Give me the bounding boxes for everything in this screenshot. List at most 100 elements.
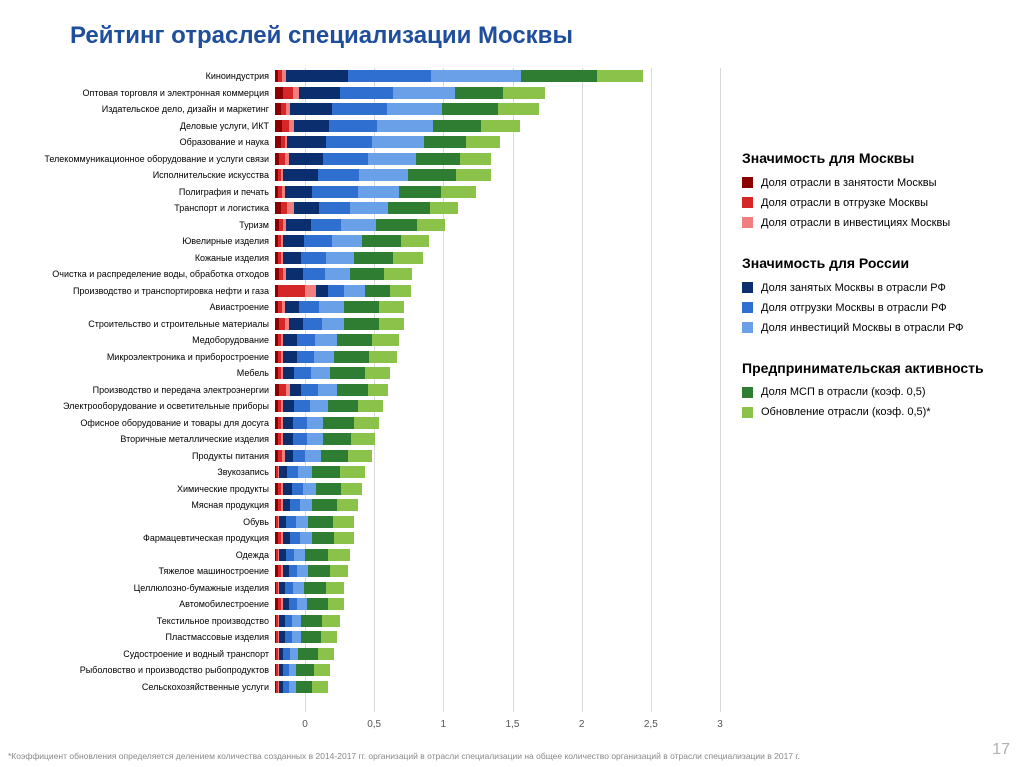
bar-segment bbox=[312, 466, 340, 478]
bar-segment bbox=[294, 400, 309, 412]
page-title: Рейтинг отраслей специализации Москвы bbox=[70, 22, 573, 50]
bar-segment bbox=[293, 417, 307, 429]
bar-segment bbox=[328, 549, 350, 561]
bar-segment bbox=[321, 450, 349, 462]
bar-segment bbox=[328, 400, 358, 412]
bar-segment bbox=[498, 103, 540, 115]
bar-segment bbox=[308, 516, 333, 528]
bar-segment bbox=[283, 351, 297, 363]
row-label: Пластмассовые изделия bbox=[30, 632, 275, 642]
legend-group-title: Предпринимательская активность bbox=[742, 360, 1014, 377]
bar-segment bbox=[275, 120, 282, 132]
chart-row: Исполнительские искусства bbox=[30, 167, 690, 184]
bar-segment bbox=[337, 384, 367, 396]
bar-segment bbox=[354, 417, 379, 429]
bar-segment bbox=[282, 120, 289, 132]
bar-segment bbox=[323, 153, 367, 165]
bar-segment bbox=[390, 285, 411, 297]
bar-segment bbox=[308, 565, 330, 577]
bar-segment bbox=[365, 285, 390, 297]
bar-segment bbox=[319, 301, 344, 313]
x-gridline bbox=[720, 68, 721, 712]
bar-segment bbox=[333, 516, 354, 528]
legend-item: Доля отгрузки Москвы в отрасли РФ bbox=[742, 302, 1014, 314]
row-label: Тяжелое машиностроение bbox=[30, 566, 275, 576]
bar-segment bbox=[289, 681, 296, 693]
bar-segment bbox=[294, 549, 305, 561]
bar-segment bbox=[290, 103, 332, 115]
bar-track bbox=[275, 483, 690, 495]
chart-row: Образование и наука bbox=[30, 134, 690, 151]
row-label: Текстильное производство bbox=[30, 616, 275, 626]
bar-segment bbox=[300, 499, 312, 511]
bar-segment bbox=[283, 483, 291, 495]
bar-segment bbox=[503, 87, 545, 99]
bar-segment bbox=[303, 268, 325, 280]
bar-segment bbox=[286, 70, 348, 82]
bar-segment bbox=[283, 532, 290, 544]
row-label: Ювелирные изделия bbox=[30, 236, 275, 246]
x-tick-label: 1 bbox=[441, 719, 447, 730]
bar-track bbox=[275, 433, 690, 445]
chart-row: Тяжелое машиностроение bbox=[30, 563, 690, 580]
row-label: Мясная продукция bbox=[30, 500, 275, 510]
x-tick-label: 3 bbox=[717, 719, 723, 730]
legend-label: Доля отрасли в отгрузке Москвы bbox=[761, 197, 928, 209]
x-tick-label: 2,5 bbox=[644, 719, 658, 730]
bar-segment bbox=[330, 367, 365, 379]
bar-segment bbox=[296, 516, 308, 528]
bar-segment bbox=[362, 235, 401, 247]
bar-track bbox=[275, 285, 690, 297]
chart-row: Полиграфия и печать bbox=[30, 184, 690, 201]
bar-segment bbox=[310, 400, 328, 412]
chart-row: Киноиндустрия bbox=[30, 68, 690, 85]
legend-item: Доля отрасли в отгрузке Москвы bbox=[742, 197, 1014, 209]
bar-segment bbox=[307, 433, 324, 445]
bar-segment bbox=[329, 120, 377, 132]
row-label: Туризм bbox=[30, 220, 275, 230]
bar-track bbox=[275, 450, 690, 462]
bar-segment bbox=[289, 598, 297, 610]
row-label: Издательское дело, дизайн и маркетинг bbox=[30, 104, 275, 114]
row-label: Сельскохозяйственные услуги bbox=[30, 682, 275, 692]
bar-segment bbox=[275, 87, 283, 99]
chart-row: Рыболовство и производство рыбопродуктов bbox=[30, 662, 690, 679]
x-tick-label: 2 bbox=[579, 719, 585, 730]
bar-segment bbox=[372, 334, 400, 346]
row-label: Одежда bbox=[30, 550, 275, 560]
chart-row: Авиастроение bbox=[30, 299, 690, 316]
bar-segment bbox=[297, 598, 307, 610]
bar-segment bbox=[301, 615, 322, 627]
bar-segment bbox=[290, 648, 298, 660]
bar-track bbox=[275, 301, 690, 313]
bar-segment bbox=[328, 285, 345, 297]
bar-track bbox=[275, 186, 690, 198]
bar-track bbox=[275, 87, 690, 99]
bar-segment bbox=[293, 582, 304, 594]
bar-segment bbox=[341, 483, 362, 495]
row-label: Производство и передача электроэнергии bbox=[30, 385, 275, 395]
bar-segment bbox=[323, 417, 353, 429]
bar-segment bbox=[285, 186, 313, 198]
bar-segment bbox=[326, 136, 372, 148]
legend-label: Доля отрасли в инвестициях Москвы bbox=[761, 217, 950, 229]
bar-segment bbox=[344, 285, 365, 297]
bar-segment bbox=[283, 87, 293, 99]
bar-segment bbox=[326, 252, 354, 264]
bar-segment bbox=[279, 549, 286, 561]
bar-segment bbox=[323, 433, 351, 445]
bar-track bbox=[275, 252, 690, 264]
row-label: Киноиндустрия bbox=[30, 71, 275, 81]
bar-segment bbox=[279, 466, 287, 478]
legend-label: Обновление отрасли (коэф. 0,5)* bbox=[761, 406, 931, 418]
row-label: Строительство и строительные материалы bbox=[30, 319, 275, 329]
row-label: Офисное оборудование и товары для досуга bbox=[30, 418, 275, 428]
bar-segment bbox=[441, 186, 476, 198]
legend-group-title: Значимость для Москвы bbox=[742, 150, 1014, 167]
legend-label: Доля инвестиций Москвы в отрасли РФ bbox=[761, 322, 964, 334]
legend-swatch bbox=[742, 322, 753, 333]
row-label: Фармацевтическая продукция bbox=[30, 533, 275, 543]
bar-segment bbox=[285, 582, 293, 594]
bar-segment bbox=[290, 384, 301, 396]
bar-segment bbox=[322, 615, 340, 627]
